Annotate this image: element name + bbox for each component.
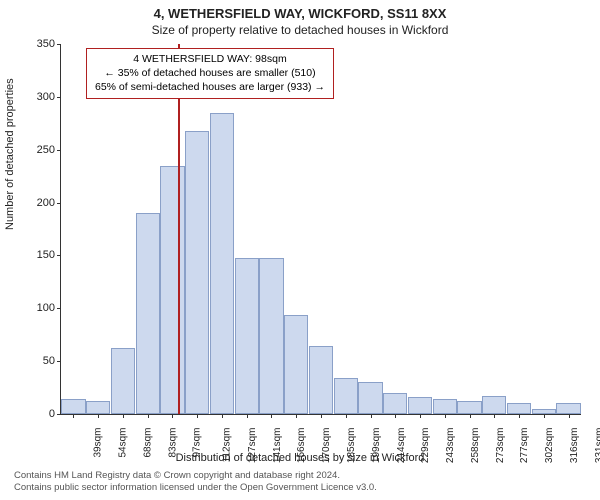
x-tick-mark xyxy=(544,414,545,418)
x-tick-mark xyxy=(395,414,396,418)
y-tick-mark xyxy=(57,361,61,362)
bar xyxy=(210,113,234,414)
bar xyxy=(136,213,160,414)
x-tick-mark xyxy=(296,414,297,418)
y-tick-mark xyxy=(57,150,61,151)
x-tick-mark xyxy=(222,414,223,418)
info-line1: 4 WETHERSFIELD WAY: 98sqm xyxy=(95,52,325,66)
bar xyxy=(284,315,308,414)
x-tick-mark xyxy=(98,414,99,418)
bar xyxy=(185,131,209,414)
plot-area: 4 WETHERSFIELD WAY: 98sqm ← 35% of detac… xyxy=(60,44,581,415)
x-tick-mark xyxy=(172,414,173,418)
x-tick-mark xyxy=(569,414,570,418)
y-tick-mark xyxy=(57,308,61,309)
y-tick-label: 50 xyxy=(15,355,55,367)
x-axis-label: Distribution of detached houses by size … xyxy=(0,452,600,464)
bar xyxy=(61,399,85,414)
info-line2: ← 35% of detached houses are smaller (51… xyxy=(95,66,325,80)
y-tick-label: 300 xyxy=(15,91,55,103)
bar xyxy=(259,258,283,414)
y-tick-label: 100 xyxy=(15,302,55,314)
info-box: 4 WETHERSFIELD WAY: 98sqm ← 35% of detac… xyxy=(86,48,334,99)
y-tick-mark xyxy=(57,414,61,415)
bar xyxy=(383,393,407,414)
bar xyxy=(507,403,531,414)
x-tick-mark xyxy=(321,414,322,418)
x-tick-mark xyxy=(197,414,198,418)
x-tick-mark xyxy=(73,414,74,418)
bar xyxy=(433,399,457,414)
footer: Contains HM Land Registry data © Crown c… xyxy=(14,470,377,494)
y-tick-label: 250 xyxy=(15,144,55,156)
bar xyxy=(482,396,506,414)
bar xyxy=(358,382,382,414)
footer-line2: Contains public sector information licen… xyxy=(14,482,377,494)
bar xyxy=(457,401,481,414)
x-tick-mark xyxy=(271,414,272,418)
info-line3: 65% of semi-detached houses are larger (… xyxy=(95,80,325,94)
bar xyxy=(86,401,110,414)
bar xyxy=(334,378,358,414)
y-tick-label: 350 xyxy=(15,38,55,50)
x-tick-mark xyxy=(123,414,124,418)
x-tick-mark xyxy=(371,414,372,418)
x-tick-mark xyxy=(494,414,495,418)
x-tick-mark xyxy=(346,414,347,418)
marker-line xyxy=(178,44,180,414)
bar xyxy=(235,258,259,414)
bar xyxy=(408,397,432,414)
y-tick-mark xyxy=(57,255,61,256)
x-tick-mark xyxy=(247,414,248,418)
bar xyxy=(160,166,184,414)
y-tick-mark xyxy=(57,203,61,204)
bar xyxy=(309,346,333,414)
chart-title: 4, WETHERSFIELD WAY, WICKFORD, SS11 8XX xyxy=(0,6,600,21)
x-tick-mark xyxy=(148,414,149,418)
x-tick-mark xyxy=(470,414,471,418)
chart-subtitle: Size of property relative to detached ho… xyxy=(0,23,600,37)
x-tick-mark xyxy=(420,414,421,418)
bar xyxy=(556,403,580,414)
y-tick-label: 0 xyxy=(15,408,55,420)
bars-container xyxy=(61,44,581,414)
y-tick-label: 200 xyxy=(15,197,55,209)
footer-line1: Contains HM Land Registry data © Crown c… xyxy=(14,470,377,482)
y-tick-label: 150 xyxy=(15,249,55,261)
x-tick-mark xyxy=(445,414,446,418)
x-tick-mark xyxy=(519,414,520,418)
bar xyxy=(111,348,135,414)
y-tick-mark xyxy=(57,97,61,98)
y-tick-mark xyxy=(57,44,61,45)
